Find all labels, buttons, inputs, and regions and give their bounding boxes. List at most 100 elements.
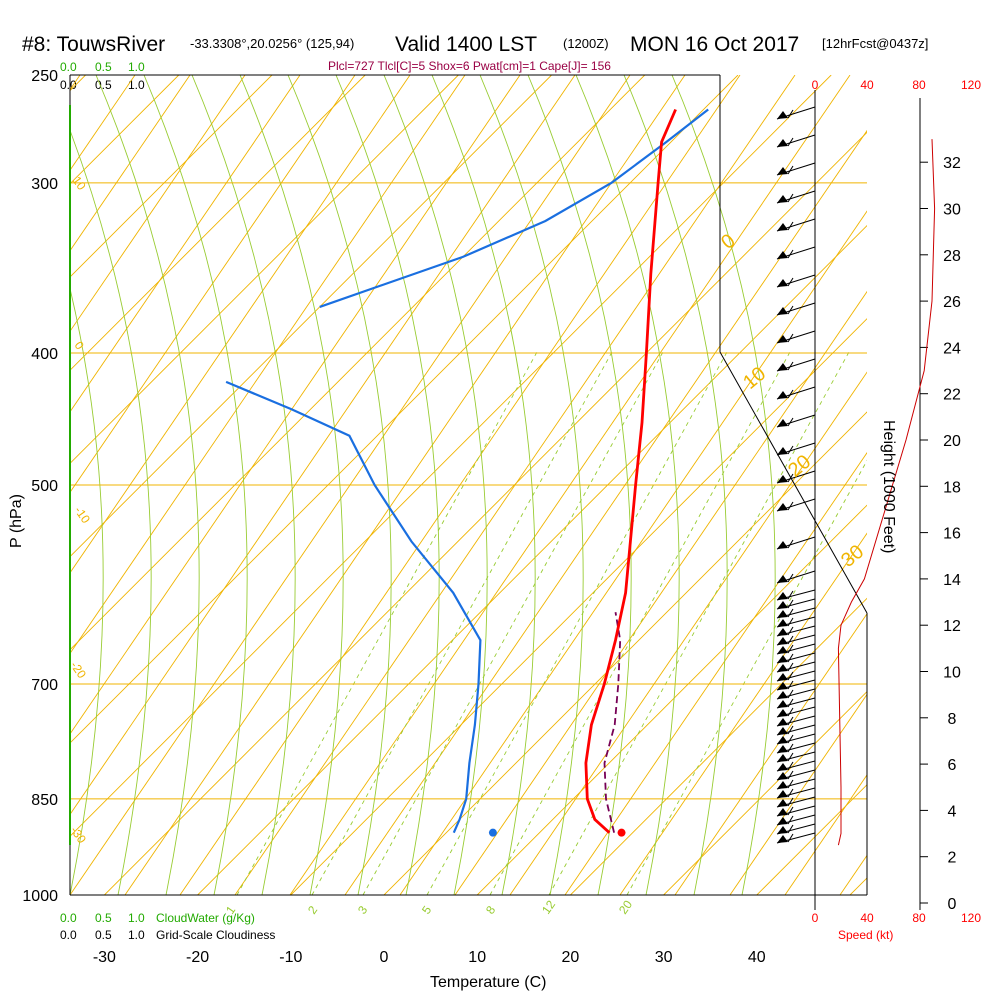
wind-barb-pennant: [777, 223, 788, 231]
wind-barb-feather: [787, 752, 794, 762]
height-tick-label: 12: [943, 618, 961, 635]
top-black-2: 1.0: [128, 78, 145, 92]
wind-barb-pennant: [777, 835, 788, 843]
speed-tick-label-bottom: 120: [961, 911, 981, 925]
wind-barb-feather: [787, 249, 794, 259]
wind-barb-feather: [787, 779, 794, 789]
temperature-tick-label: 0: [380, 949, 389, 966]
wind-barb-feather: [787, 680, 794, 690]
wind-barb-pennant: [777, 610, 788, 618]
wind-barb-pennant: [777, 700, 788, 708]
temperature-tick-label: 30: [655, 949, 673, 966]
wind-barb-pennant: [777, 718, 788, 726]
wind-barb-feather: [787, 333, 794, 343]
wind-barb-feather: [787, 473, 794, 483]
station-title: #8: TouwsRiver: [22, 33, 165, 56]
wind-barb-pennant: [777, 601, 788, 609]
wind-barb-pennant: [777, 754, 788, 762]
y-axis-title: P (hPa): [8, 494, 25, 548]
wind-barb-feather: [787, 788, 794, 798]
wind-barb-pennant: [777, 167, 788, 175]
wind-barb-pennant: [777, 335, 788, 343]
wind-barb-pennant: [777, 139, 788, 147]
x-axis-title: Temperature (C): [430, 974, 546, 991]
pressure-tick-label: 500: [31, 478, 58, 495]
pressure-tick-label: 1000: [22, 888, 58, 905]
wind-barb-pennant: [777, 419, 788, 427]
height-tick-label: 18: [943, 479, 961, 496]
plot-frame: [69, 74, 921, 910]
cloudwater-label: CloudWater (g/Kg): [156, 911, 255, 925]
wind-barb-feather: [787, 707, 794, 717]
wind-barb-feather: [787, 417, 794, 427]
wind-barb-feather: [787, 653, 794, 663]
wind-barb-pennant: [777, 363, 788, 371]
height-tick-label: 16: [943, 526, 961, 543]
moist-adiabat-line: [95, 75, 200, 895]
dry-adiabat-line: [70, 75, 301, 413]
wind-barb-feather: [787, 689, 794, 699]
wind-barb-pennant: [777, 307, 788, 315]
wind-barb-feather: [787, 671, 794, 681]
dry-adiabat-line: [70, 75, 191, 252]
bottom-green-2: 1.0: [128, 911, 145, 925]
wind-barb-pennant: [777, 619, 788, 627]
wind-barb-feather: [787, 573, 794, 583]
wind-panel: 0246810121416182022242628303200404080801…: [776, 78, 981, 925]
wind-barb-feather: [787, 626, 794, 636]
wind-barb-pennant: [777, 790, 788, 798]
wind-barb-pennant: [777, 745, 788, 753]
pressure-tick-label: 850: [31, 792, 58, 809]
wind-barb-feather: [787, 761, 794, 771]
mixing-ratio-label: 3: [355, 903, 370, 917]
dry-adiabat-line: [0, 75, 25, 895]
speed-axis-title: Speed (kt): [838, 928, 893, 942]
height-tick-label: 8: [948, 711, 957, 728]
wind-barb-feather: [787, 716, 794, 726]
moist-adiabat-line: [575, 75, 680, 895]
wind-barb-pennant: [777, 691, 788, 699]
moist-adiabat-line: [671, 75, 776, 895]
moist-adiabat-line: [239, 75, 344, 895]
top-green-0: 0.0: [60, 60, 77, 74]
wind-barb-feather: [787, 305, 794, 315]
wind-barb-pennant: [777, 736, 788, 744]
wind-barb-pennant: [777, 646, 788, 654]
moist-adiabat-line: [623, 75, 728, 895]
wind-barb-pennant: [777, 195, 788, 203]
mixing-ratio-label: 20: [616, 897, 635, 916]
moist-adiabat-line: [70, 286, 104, 895]
speed-tick-label-top: 40: [860, 78, 874, 92]
cloudiness-label: Grid-Scale Cloudiness: [156, 928, 275, 942]
wind-barb-feather: [787, 608, 794, 618]
mixing-ratio-label: 8: [483, 903, 498, 917]
moist-adiabat-line: [0, 75, 7, 895]
top-black-1: 0.5: [95, 78, 112, 92]
moist-adiabat-line: [479, 75, 584, 895]
temperature-tick-label: 40: [748, 949, 766, 966]
wind-barb-pennant: [777, 391, 788, 399]
wind-barb-feather: [787, 797, 794, 807]
speed-tick-label-bottom: 0: [812, 911, 819, 925]
height-tick-label: 28: [943, 248, 961, 265]
wind-barb-feather: [787, 599, 794, 609]
height-tick-label: 0: [948, 896, 957, 913]
temperature-tick-label: 20: [562, 949, 580, 966]
pressure-tick-label: 300: [31, 176, 58, 193]
moist-adiabat-line: [143, 75, 248, 895]
wind-barb-feather: [787, 644, 794, 654]
moist-adiabat-line: [70, 128, 152, 895]
wind-barb-feather: [787, 806, 794, 816]
height-tick-label: 6: [948, 757, 957, 774]
isotherm-label: -10: [72, 504, 94, 527]
height-tick-label: 26: [943, 294, 961, 311]
isotherm-line: [663, 690, 867, 895]
height-axis-title: Height (1000 Feet): [880, 420, 897, 553]
surface-dewpoint-dot: [488, 828, 497, 837]
wind-barb-feather: [787, 539, 794, 549]
wind-barb-feather: [787, 662, 794, 672]
moist-adiabat-line: [287, 75, 392, 895]
isotherm-line: [70, 75, 459, 465]
wind-barb-pennant: [777, 575, 788, 583]
pressure-tick-label: 700: [31, 677, 58, 694]
